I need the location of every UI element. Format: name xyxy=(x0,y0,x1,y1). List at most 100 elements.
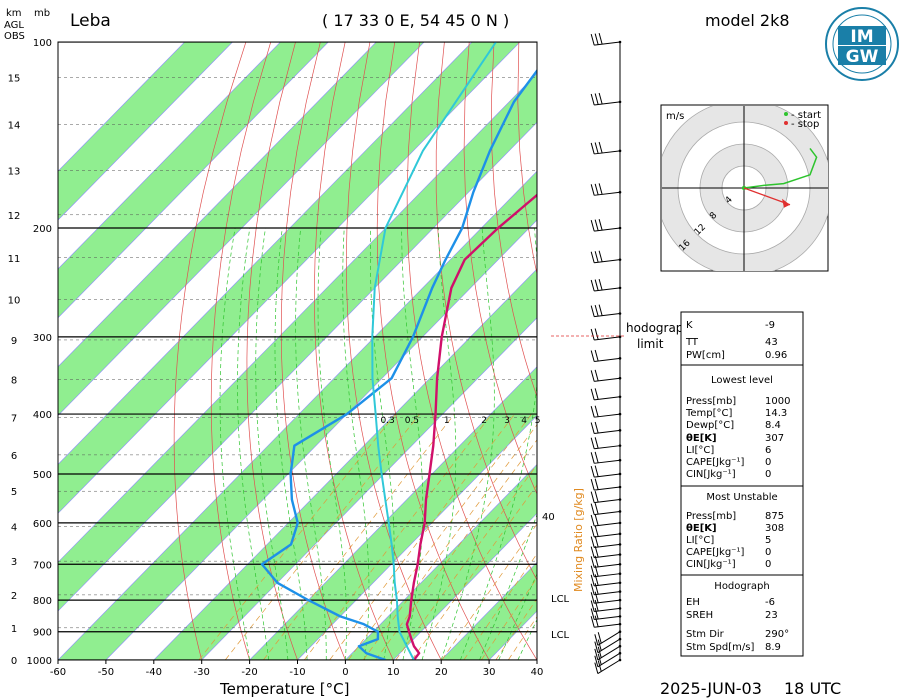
height-tick-label: 15 xyxy=(8,73,21,84)
mu-cape-label: CAPE[Jkg⁻¹] xyxy=(686,547,744,558)
height-tick-label: 11 xyxy=(8,254,21,265)
wind-barb xyxy=(590,491,622,504)
ll-li-label: LI[°C] xyxy=(686,445,714,456)
wind-barb-feather xyxy=(594,655,599,667)
wind-barb xyxy=(590,421,622,434)
wind-barb-feather xyxy=(590,388,595,400)
isotherm-line xyxy=(58,42,185,172)
wind-barb-feather xyxy=(594,599,599,612)
tt-label: TT xyxy=(685,337,699,348)
height-tick-label: 3 xyxy=(11,557,17,568)
wind-barb-staff xyxy=(594,259,621,264)
height-tick-label: 9 xyxy=(11,336,17,347)
wind-barb-staff xyxy=(594,486,621,491)
km-axis-label: km xyxy=(6,8,22,19)
wind-barb-staff xyxy=(594,543,621,548)
wind-barb xyxy=(590,502,622,516)
dry-adiabat-line xyxy=(817,42,910,673)
wind-barb-staff xyxy=(594,563,621,568)
wind-barb-staff xyxy=(594,429,621,434)
ll-press-value: 1000 xyxy=(765,396,790,407)
indices-box: K -9 TT 43 PW[cm] 0.96 xyxy=(680,311,804,366)
wind-barb-feather xyxy=(590,479,595,491)
wind-barb-dot xyxy=(618,100,622,104)
mb-axis-label: mb xyxy=(34,8,50,19)
wind-barb-staff xyxy=(594,554,621,559)
wind-barb-staff xyxy=(594,533,621,538)
wind-barb-feather xyxy=(598,141,603,154)
height-tick-label: 6 xyxy=(11,451,17,462)
wind-barb-staff xyxy=(594,623,621,628)
ll-cin-label: CIN[Jkg⁻¹] xyxy=(686,469,736,480)
wind-barb-feather xyxy=(594,33,599,45)
dry-adiabat-line xyxy=(463,42,537,495)
side-label-40: 40 xyxy=(542,512,555,523)
isotherm-line xyxy=(58,42,425,417)
mu-thetae-label: θE[K] xyxy=(686,523,717,534)
wind-barb-feather xyxy=(594,465,599,477)
wind-barb-feather xyxy=(594,142,599,154)
temp-tick-label: -50 xyxy=(98,667,114,678)
wind-barb-feather xyxy=(594,305,599,317)
temp-tick-label: 30 xyxy=(483,667,496,678)
wind-barb xyxy=(594,644,622,661)
wind-barb xyxy=(590,405,622,418)
wind-barb-staff xyxy=(594,615,621,620)
sreh-value: 23 xyxy=(765,610,778,621)
isotherm-line xyxy=(58,73,537,563)
dry-adiabat-line xyxy=(345,42,442,660)
wind-barb-feather xyxy=(594,565,599,577)
wind-barb-staff xyxy=(594,396,621,401)
wind-barb xyxy=(590,349,622,362)
wind-barb-staff xyxy=(594,510,621,516)
date-label: 2025-JUN-03 xyxy=(660,679,762,698)
station-coords: ( 17 33 0 E, 54 45 0 N ) xyxy=(322,11,509,30)
wind-barb xyxy=(590,565,622,578)
wind-barb-feather xyxy=(594,591,599,603)
wind-barb-staff xyxy=(594,573,621,578)
hodograph-start-marker xyxy=(784,112,788,116)
moist-adiabat-line xyxy=(317,228,347,660)
wind-barb-feather xyxy=(590,350,595,362)
wind-barb-feather xyxy=(590,465,595,478)
isotherm-line xyxy=(58,42,329,319)
wind-barb-staff xyxy=(594,599,621,604)
wind-barb-feather xyxy=(594,251,599,263)
mu-cin-value: 0 xyxy=(765,559,771,570)
dry-adiabat-line xyxy=(280,42,346,660)
mixing-ratio-tick-label: 5 xyxy=(535,416,541,426)
ll-thetae-label: θE[K] xyxy=(686,433,717,444)
height-tick-label: 7 xyxy=(11,414,17,425)
mixing-ratio-tick-label: 3 xyxy=(504,416,510,426)
wind-barb-feather xyxy=(590,546,595,558)
wind-barb-feather xyxy=(594,183,599,195)
hodograph-trace-line xyxy=(743,147,818,189)
wind-barb-feather xyxy=(590,608,595,620)
wind-barb-feather xyxy=(594,93,599,105)
wind-barb-feather xyxy=(590,220,595,232)
wind-barb-staff xyxy=(594,287,621,292)
wind-barb xyxy=(590,219,622,232)
wind-barb-staff xyxy=(597,659,621,675)
hodograph-ring-label: 4 xyxy=(724,195,735,206)
most-unstable-title: Most Unstable xyxy=(706,492,777,503)
tt-value: 43 xyxy=(765,337,778,348)
pw-label: PW[cm] xyxy=(686,350,725,361)
temp-tick-label: 10 xyxy=(387,667,400,678)
wind-barb xyxy=(590,304,622,318)
height-tick-label: 8 xyxy=(11,375,17,386)
temp-tick-label: 0 xyxy=(342,667,348,678)
wind-barb-staff xyxy=(594,607,621,612)
temp-tick-label: -30 xyxy=(194,667,210,678)
wind-barb-feather xyxy=(594,525,599,537)
wind-barb-feather xyxy=(594,328,599,340)
wind-barb xyxy=(590,555,622,568)
wind-barb-feather xyxy=(594,535,599,548)
height-tick-label: 13 xyxy=(8,166,21,177)
eh-value: -6 xyxy=(765,597,775,608)
isotherm-line xyxy=(393,512,537,660)
wind-barb-feather xyxy=(590,503,595,515)
wind-barb-feather xyxy=(594,405,599,417)
